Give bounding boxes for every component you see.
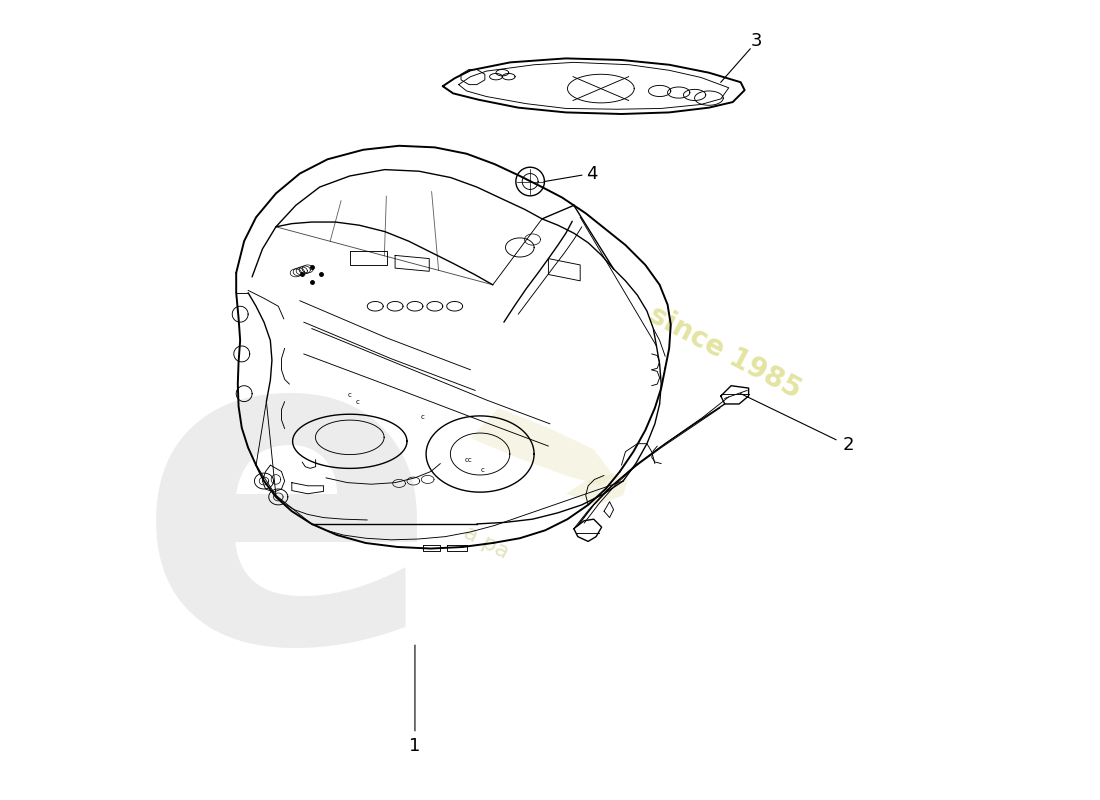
Text: e: e bbox=[136, 304, 439, 734]
Text: since 1985: since 1985 bbox=[644, 301, 805, 404]
Text: 1: 1 bbox=[409, 737, 420, 754]
Text: c: c bbox=[481, 467, 484, 473]
Text: 3: 3 bbox=[751, 32, 762, 50]
Text: c: c bbox=[421, 414, 425, 421]
Text: c: c bbox=[348, 392, 352, 398]
Text: 4: 4 bbox=[586, 165, 598, 182]
Polygon shape bbox=[471, 408, 614, 486]
Text: a pa: a pa bbox=[460, 522, 513, 563]
Text: 2: 2 bbox=[843, 436, 854, 454]
Polygon shape bbox=[565, 473, 628, 505]
Text: cc: cc bbox=[465, 457, 473, 462]
Text: c: c bbox=[355, 398, 360, 405]
